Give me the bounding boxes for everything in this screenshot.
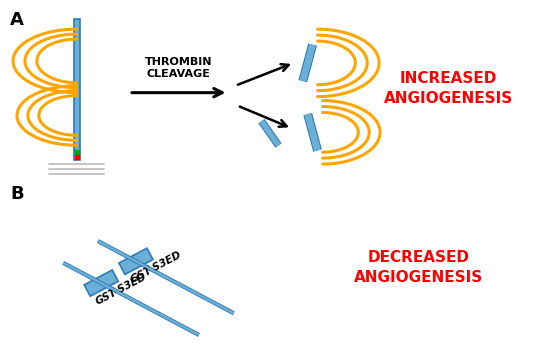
Bar xyxy=(119,248,153,274)
Text: INCREASED
ANGIOGENESIS: INCREASED ANGIOGENESIS xyxy=(384,71,513,106)
Text: THROMBIN
CLEAVAGE: THROMBIN CLEAVAGE xyxy=(145,57,212,79)
Text: GST-S3ED: GST-S3ED xyxy=(94,271,148,307)
Text: B: B xyxy=(10,185,24,203)
Bar xyxy=(84,270,118,296)
Text: A: A xyxy=(10,11,24,29)
Text: DECREASED
ANGIOGENESIS: DECREASED ANGIOGENESIS xyxy=(354,250,483,285)
FancyBboxPatch shape xyxy=(73,19,79,160)
Text: GST-S3ED: GST-S3ED xyxy=(129,249,183,285)
